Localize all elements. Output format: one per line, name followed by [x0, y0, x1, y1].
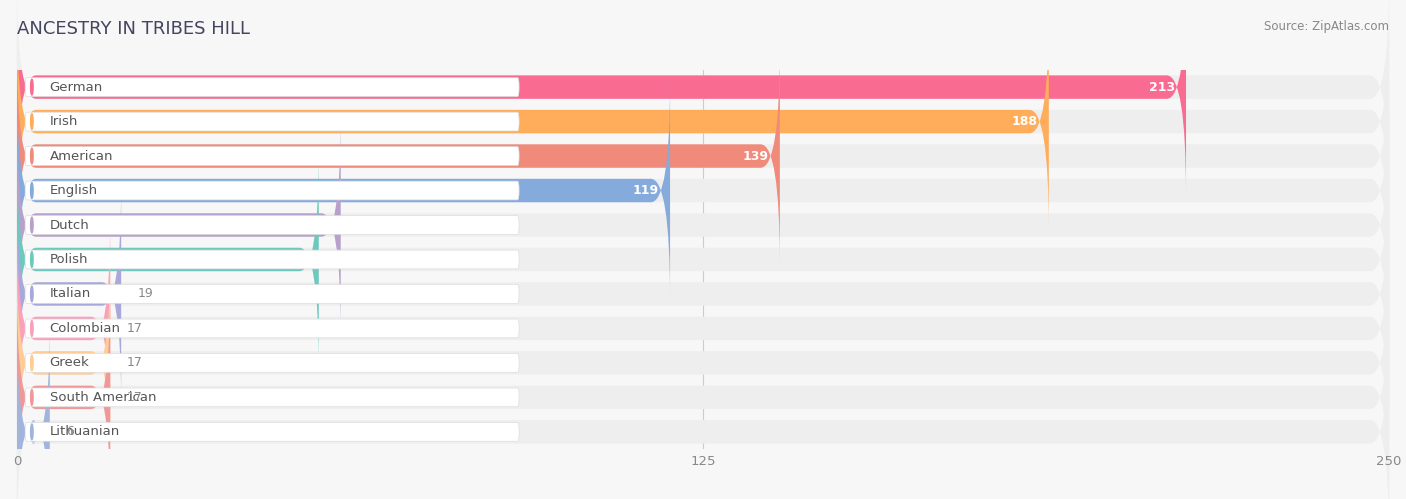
FancyBboxPatch shape: [17, 323, 1389, 499]
Circle shape: [31, 79, 34, 95]
FancyBboxPatch shape: [17, 220, 110, 438]
FancyBboxPatch shape: [25, 250, 519, 269]
Circle shape: [31, 251, 34, 267]
Text: German: German: [49, 81, 103, 94]
FancyBboxPatch shape: [25, 78, 519, 96]
FancyBboxPatch shape: [17, 323, 49, 499]
Text: 55: 55: [290, 253, 308, 266]
Text: English: English: [49, 184, 97, 197]
FancyBboxPatch shape: [17, 220, 1389, 438]
Text: 59: 59: [312, 219, 330, 232]
Text: 19: 19: [138, 287, 153, 300]
Text: Polish: Polish: [49, 253, 89, 266]
FancyBboxPatch shape: [25, 147, 519, 166]
FancyBboxPatch shape: [17, 81, 1389, 299]
Text: 6: 6: [66, 425, 75, 438]
Text: Italian: Italian: [49, 287, 91, 300]
FancyBboxPatch shape: [25, 423, 519, 441]
Text: 139: 139: [742, 150, 769, 163]
Text: American: American: [49, 150, 112, 163]
Text: Greek: Greek: [49, 356, 90, 369]
FancyBboxPatch shape: [25, 216, 519, 235]
Text: Dutch: Dutch: [49, 219, 90, 232]
FancyBboxPatch shape: [17, 151, 1389, 368]
FancyBboxPatch shape: [17, 288, 1389, 499]
FancyBboxPatch shape: [17, 47, 780, 265]
Circle shape: [31, 183, 34, 199]
Text: South American: South American: [49, 391, 156, 404]
FancyBboxPatch shape: [25, 319, 519, 338]
Text: ANCESTRY IN TRIBES HILL: ANCESTRY IN TRIBES HILL: [17, 20, 250, 38]
FancyBboxPatch shape: [17, 0, 1187, 196]
Text: Irish: Irish: [49, 115, 77, 128]
FancyBboxPatch shape: [17, 288, 110, 499]
Text: 119: 119: [633, 184, 659, 197]
Circle shape: [31, 114, 34, 129]
Text: 17: 17: [127, 322, 142, 335]
FancyBboxPatch shape: [25, 112, 519, 131]
Text: 17: 17: [127, 391, 142, 404]
FancyBboxPatch shape: [25, 284, 519, 303]
FancyBboxPatch shape: [17, 12, 1389, 231]
FancyBboxPatch shape: [25, 388, 519, 407]
FancyBboxPatch shape: [17, 12, 1049, 231]
FancyBboxPatch shape: [17, 254, 1389, 472]
FancyBboxPatch shape: [25, 353, 519, 372]
FancyBboxPatch shape: [25, 181, 519, 200]
FancyBboxPatch shape: [17, 185, 121, 403]
FancyBboxPatch shape: [17, 116, 1389, 334]
Text: 213: 213: [1149, 81, 1175, 94]
Text: Source: ZipAtlas.com: Source: ZipAtlas.com: [1264, 20, 1389, 33]
Circle shape: [31, 320, 34, 336]
Circle shape: [31, 355, 34, 371]
Text: 17: 17: [127, 356, 142, 369]
FancyBboxPatch shape: [17, 47, 1389, 265]
FancyBboxPatch shape: [17, 185, 1389, 403]
FancyBboxPatch shape: [17, 254, 110, 472]
Circle shape: [31, 424, 34, 440]
Text: 188: 188: [1012, 115, 1038, 128]
FancyBboxPatch shape: [17, 116, 340, 334]
FancyBboxPatch shape: [17, 151, 319, 368]
Circle shape: [31, 148, 34, 164]
Circle shape: [31, 286, 34, 302]
Text: Colombian: Colombian: [49, 322, 121, 335]
Text: Lithuanian: Lithuanian: [49, 425, 120, 438]
Circle shape: [31, 217, 34, 233]
Circle shape: [31, 390, 34, 405]
FancyBboxPatch shape: [17, 0, 1389, 196]
FancyBboxPatch shape: [17, 81, 671, 299]
